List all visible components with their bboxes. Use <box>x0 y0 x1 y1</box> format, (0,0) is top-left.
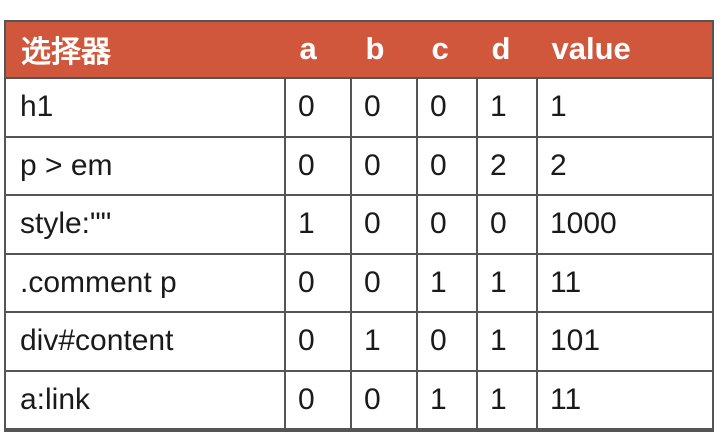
cell-c: 0 <box>416 77 478 138</box>
cell-d: 2 <box>476 135 538 196</box>
table-row: div#content 0 1 0 1 101 <box>4 311 714 372</box>
cell-selector: p > em <box>4 135 286 196</box>
cell-value: 2 <box>536 135 714 196</box>
cell-a: 1 <box>284 194 352 255</box>
table-row: a:link 0 0 1 1 11 <box>4 369 714 430</box>
cell-a: 0 <box>284 77 352 138</box>
table-header-row: 选择器 a b c d value <box>5 20 714 78</box>
specificity-table: 选择器 a b c d value h1 0 0 0 1 1 p > em 0 … <box>4 20 714 430</box>
header-value: value <box>537 20 714 78</box>
table-row: h1 0 0 0 1 1 <box>4 77 714 138</box>
cell-c: 0 <box>416 311 478 372</box>
header-selector: 选择器 <box>5 20 286 78</box>
cell-d: 1 <box>476 369 538 430</box>
header-d: d <box>477 20 538 78</box>
cell-d: 0 <box>476 194 538 255</box>
table-row: p > em 0 0 0 2 2 <box>4 135 714 196</box>
cell-a: 0 <box>284 311 352 372</box>
header-a: a <box>285 20 352 78</box>
cell-value: 11 <box>536 252 714 313</box>
cell-a: 0 <box>284 135 352 196</box>
cell-b: 0 <box>350 135 418 196</box>
cell-b: 0 <box>350 369 418 430</box>
cell-a: 0 <box>284 369 352 430</box>
table-row: .comment p 0 0 1 1 11 <box>4 252 714 313</box>
cell-c: 0 <box>416 194 478 255</box>
cell-value: 1000 <box>536 194 714 255</box>
cell-d: 1 <box>476 252 538 313</box>
header-c: c <box>417 20 478 78</box>
cell-b: 0 <box>350 194 418 255</box>
cell-b: 1 <box>350 311 418 372</box>
cell-d: 1 <box>476 77 538 138</box>
cell-c: 1 <box>416 369 478 430</box>
cell-value: 101 <box>536 311 714 372</box>
cell-c: 1 <box>416 252 478 313</box>
cell-selector: h1 <box>4 77 286 138</box>
header-b: b <box>351 20 418 78</box>
cell-d: 1 <box>476 311 538 372</box>
cell-selector: a:link <box>4 369 286 430</box>
cell-value: 11 <box>536 369 714 430</box>
cell-c: 0 <box>416 135 478 196</box>
cell-selector: style:"" <box>4 194 286 255</box>
cell-value: 1 <box>536 77 714 138</box>
cell-selector: div#content <box>4 311 286 372</box>
table-row: style:"" 1 0 0 0 1000 <box>4 194 714 255</box>
cell-b: 0 <box>350 77 418 138</box>
cell-selector: .comment p <box>4 252 286 313</box>
cell-b: 0 <box>350 252 418 313</box>
cell-a: 0 <box>284 252 352 313</box>
